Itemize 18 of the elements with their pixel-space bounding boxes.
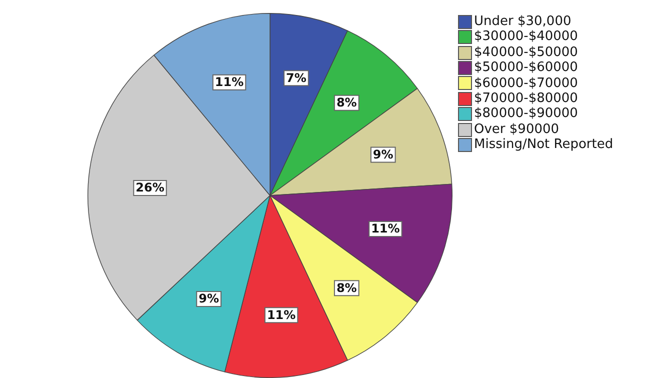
legend-label: $70000-$80000 [474, 91, 578, 106]
legend-label: $50000-$60000 [474, 60, 578, 76]
legend-label: $80000-$90000 [474, 106, 578, 122]
legend-label: Over $90000 [474, 122, 560, 138]
data-label: 9% [198, 292, 219, 306]
legend-label: $60000-$70000 [474, 76, 578, 92]
legend-label: $40000-$50000 [474, 44, 578, 60]
data-label: 8% [336, 95, 357, 110]
legend-label: Missing/Not Reported [474, 137, 614, 153]
data-label: 11% [371, 222, 400, 236]
data-label: 8% [336, 280, 357, 295]
data-label: 26% [136, 180, 164, 195]
data-label: 11% [214, 75, 244, 90]
data-label: 9% [372, 147, 394, 162]
data-label: 11% [266, 308, 296, 322]
legend-label: $30000-$40000 [474, 29, 578, 45]
legend-label: Under $30,000 [474, 14, 572, 30]
data-label: 7% [286, 70, 306, 85]
